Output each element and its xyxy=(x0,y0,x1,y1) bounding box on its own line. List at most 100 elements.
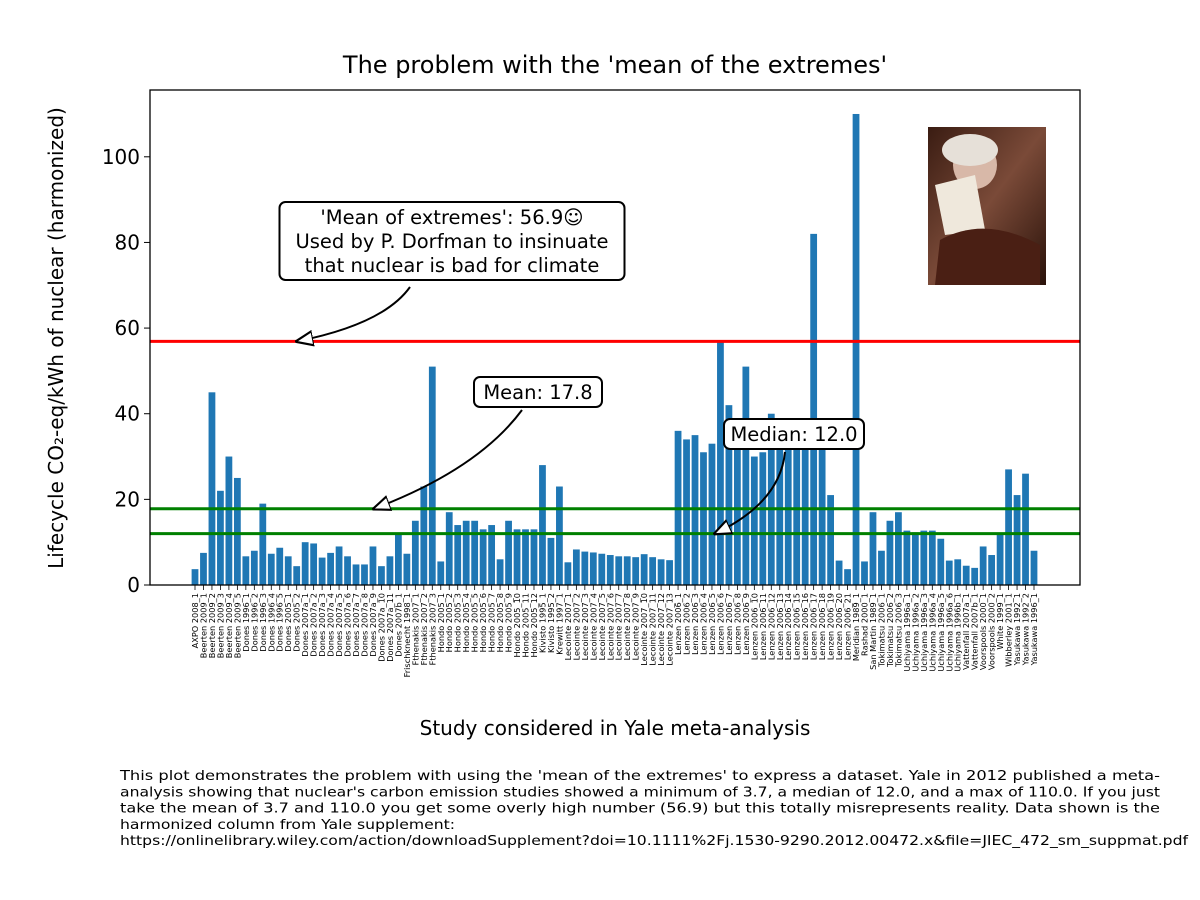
bar xyxy=(971,567,979,585)
x-tick-label: Uchiyama 1996a_6 xyxy=(944,593,954,672)
x-tick-label: Fthenakis 2007_1 xyxy=(410,593,420,665)
annotation-arrow xyxy=(374,409,523,509)
x-tick-label: Lenzen 2006_12 xyxy=(766,593,776,660)
bar xyxy=(267,553,275,585)
bar xyxy=(920,530,928,585)
bar xyxy=(1030,550,1038,585)
y-axis-label: Lifecycle CO₂-eq/kWh of nuclear (harmoni… xyxy=(44,107,68,569)
plot-frame xyxy=(149,89,1081,586)
x-tick-label: Lenzen 2006_17 xyxy=(809,593,819,660)
x-tick-label: Lecointe 2007_5 xyxy=(597,593,607,660)
x-tick-label: Lenzen 2006_20 xyxy=(834,593,844,660)
bar xyxy=(572,549,580,585)
x-axis-label: Study considered in Yale meta-analysis xyxy=(420,716,811,740)
x-tick-label: Dones 1996_5 xyxy=(275,593,285,652)
x-tick-label: Uchiyama 1996a_1 xyxy=(902,593,912,672)
bar xyxy=(1013,495,1021,585)
y-tick-label: 20 xyxy=(115,487,140,511)
bar xyxy=(522,529,529,585)
bar xyxy=(717,340,724,585)
x-tick-label: Lenzen 2006_15 xyxy=(792,593,802,660)
bar xyxy=(1022,473,1029,585)
footnote-line: harmonized column from Yale supplement: xyxy=(120,818,455,833)
x-tick-label: Lenzen 2006_4 xyxy=(698,593,708,655)
y-tick-label: 40 xyxy=(115,402,140,426)
bar xyxy=(793,443,801,585)
bar xyxy=(200,552,207,585)
x-tick-label: Hondo 2005_5 xyxy=(470,593,480,652)
x-tick-label: Lecointe 2007_3 xyxy=(580,593,590,660)
x-tick-label: Dones 2005_2 xyxy=(292,593,302,652)
footnote-line: take the mean of 3.7 and 110.0 you get s… xyxy=(120,802,1160,817)
x-tick-label: Wibberley 2001_1 xyxy=(1004,593,1014,667)
annotation-arrow xyxy=(715,451,786,534)
bar xyxy=(301,542,309,585)
x-tick-label: Lenzen 2006_21 xyxy=(843,593,853,660)
bar xyxy=(335,546,343,585)
bar xyxy=(556,486,563,585)
annotation-text: Mean: 17.8 xyxy=(483,381,592,404)
bar xyxy=(233,477,241,585)
y-tick-label: 80 xyxy=(115,230,140,254)
x-tick-label: Dones 2007a_6 xyxy=(343,593,353,657)
bar xyxy=(708,443,716,585)
x-tick-label: Lecointe 2007_7 xyxy=(614,593,624,660)
x-tick-label: Lenzen 2006_7 xyxy=(724,593,734,655)
x-tick-label: Lenzen 2006_6 xyxy=(715,593,725,655)
x-tick-label: Lenzen 2006_8 xyxy=(732,593,742,655)
annotation-text: 'Mean of extremes': 56.9☺ xyxy=(320,206,583,229)
x-tick-label: Hondo 2005_3 xyxy=(453,593,463,652)
annotation-text: Median: 12.0 xyxy=(730,423,857,446)
x-tick-label: Lecointe 2007_4 xyxy=(588,593,598,660)
x-tick-label: Dones 2007a_7 xyxy=(351,593,361,657)
bar xyxy=(284,556,292,585)
bar xyxy=(581,551,589,585)
footnote: This plot demonstrates the problem with … xyxy=(119,769,1189,849)
x-tick-label: Lenzen 2006_9 xyxy=(741,593,751,655)
bar xyxy=(666,560,673,585)
x-tick-label: Lenzen 2006_3 xyxy=(690,593,700,655)
bar xyxy=(683,439,690,585)
y-tick-label: 60 xyxy=(115,316,140,340)
bar xyxy=(759,452,767,585)
x-tick-label: Uchiyama 1996b_1 xyxy=(953,593,963,672)
bar xyxy=(505,520,512,585)
bar xyxy=(378,566,385,585)
x-tick-label: Fthenakis 2007_3 xyxy=(427,593,437,665)
x-tick-label: Lecointe 2007_12 xyxy=(656,593,666,666)
x-tick-label: Dones 1996_2 xyxy=(249,593,259,652)
bar xyxy=(395,533,402,585)
bar xyxy=(428,366,436,585)
x-tick-label: Dones 2007a_8 xyxy=(359,593,369,657)
x-tick-label: Lecointe 2007_8 xyxy=(622,593,632,660)
bar xyxy=(700,452,707,585)
bar xyxy=(242,556,250,585)
x-tick-label: Uchiyama 1996a_5 xyxy=(936,593,946,672)
bar xyxy=(988,555,996,585)
bar xyxy=(615,556,623,585)
bar xyxy=(454,525,462,585)
x-tick-label: Hondo 2005_12 xyxy=(529,593,539,658)
x-tick-label: Beerten 2009_5 xyxy=(232,593,242,658)
x-tick-label: Beerten 2009_1 xyxy=(198,593,208,658)
x-tick-label: Lecointe 2007_6 xyxy=(605,593,615,660)
bar xyxy=(954,559,962,585)
x-tick-label: Yasukawa 1992_2 xyxy=(1021,593,1031,666)
x-tick-label: Lecointe 2007_10 xyxy=(639,593,649,666)
x-tick-label: Lenzen 2006_2 xyxy=(682,593,692,655)
y-tick-label: 0 xyxy=(127,573,140,597)
x-tick-label: Lecointe 2007_13 xyxy=(665,593,675,666)
x-tick-label: Uchiyama 1996a_4 xyxy=(927,593,937,672)
x-tick-label: Voorspools 2000_1 xyxy=(978,593,988,670)
x-tick-label: Tokimatsu 2006_3 xyxy=(893,593,903,668)
x-tick-label: Yasukawa 1992_1 xyxy=(1012,593,1022,666)
x-tick-label: Lecointe 2007_9 xyxy=(631,593,641,660)
x-tick-label: Dones 2007b_1 xyxy=(393,593,403,657)
bar xyxy=(827,495,834,585)
x-tick-label: Dones 2007a_10 xyxy=(376,593,386,662)
x-tick-label: Lecointe 2007_2 xyxy=(571,593,581,660)
x-tick-label: Lenzen 2006_16 xyxy=(800,593,810,660)
annotation-box xyxy=(473,376,603,408)
bar xyxy=(852,113,860,585)
